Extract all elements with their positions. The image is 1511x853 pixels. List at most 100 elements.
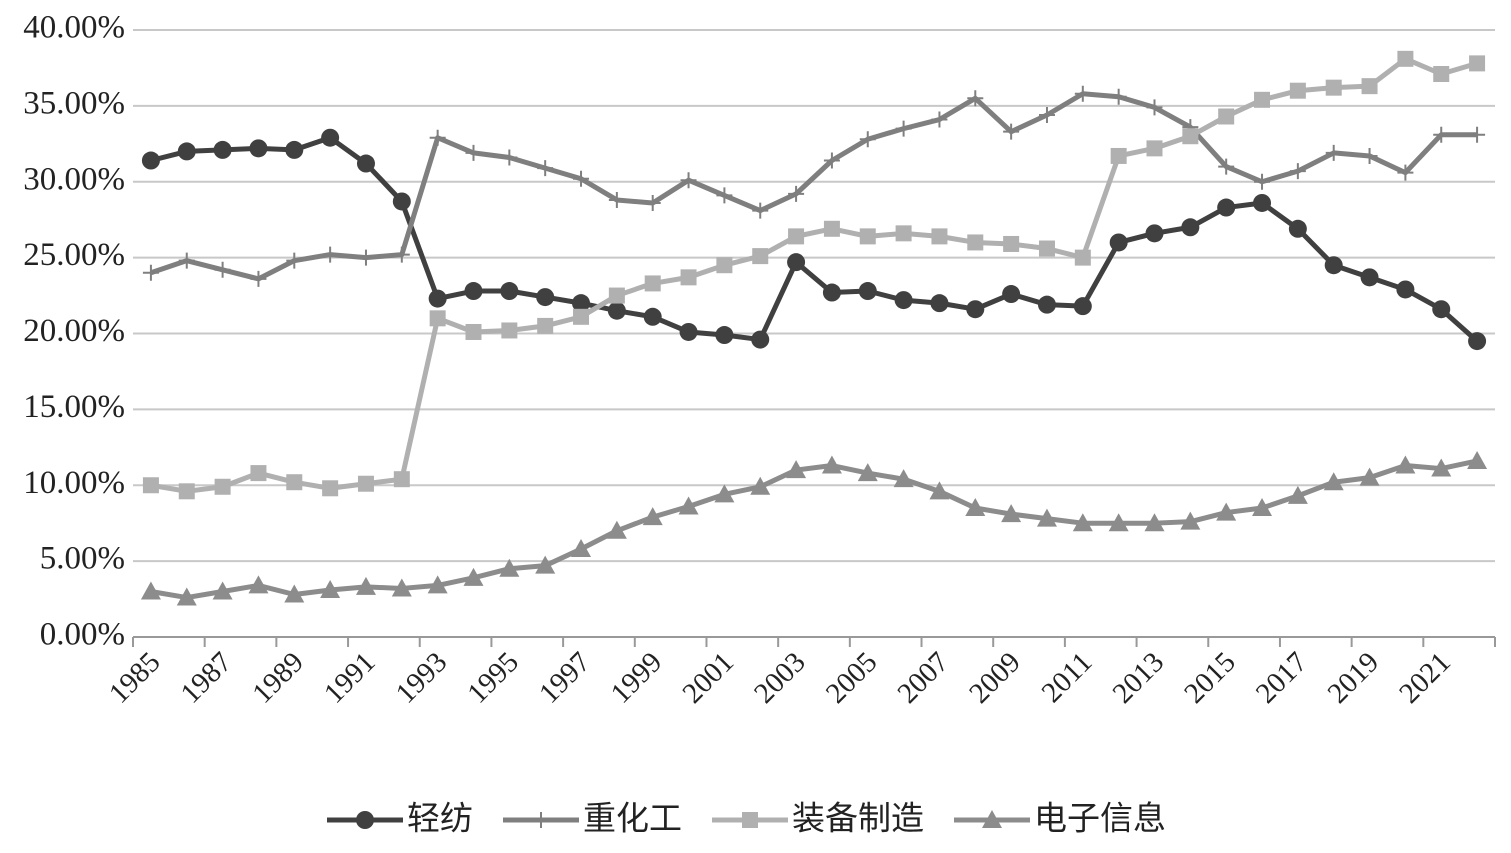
data-point: [1182, 128, 1199, 145]
y-tick-label: 20.00%: [23, 313, 125, 349]
data-point: [966, 300, 985, 319]
x-tick-label: 2005: [820, 646, 884, 710]
data-point: [788, 228, 805, 245]
data-point: [1397, 50, 1414, 67]
data-point: [859, 131, 876, 148]
y-tick-label: 40.00%: [23, 10, 125, 46]
x-tick-label: 1999: [605, 646, 669, 710]
data-point: [1469, 55, 1486, 72]
data-point: [716, 187, 733, 204]
data-point: [894, 291, 913, 310]
data-point: [1109, 233, 1128, 252]
x-tick-label: 1987: [175, 646, 239, 710]
data-point: [679, 322, 698, 341]
data-point: [537, 317, 554, 334]
data-point: [857, 463, 878, 482]
data-point: [1144, 513, 1165, 532]
data-point: [750, 476, 771, 495]
data-point: [929, 481, 950, 500]
data-point: [1036, 508, 1057, 527]
data-point: [1003, 235, 1020, 252]
data-point: [178, 252, 195, 269]
series-line: [150, 135, 1479, 343]
data-point: [1002, 285, 1021, 304]
data-point: [1433, 66, 1450, 83]
data-point: [1037, 295, 1056, 314]
data-point: [248, 575, 269, 594]
x-tick-label: 2003: [748, 646, 812, 710]
data-point: [716, 257, 733, 274]
data-point: [715, 326, 734, 345]
data-point: [967, 234, 984, 251]
data-point: [572, 294, 591, 313]
data-point: [1323, 472, 1344, 491]
data-point: [931, 111, 948, 128]
data-point: [465, 144, 482, 161]
data-point: [1360, 268, 1379, 287]
x-tick-label: 2021: [1393, 646, 1457, 710]
x-tick-label: 1993: [390, 646, 454, 710]
data-point: [1289, 163, 1306, 180]
data-point: [1072, 513, 1093, 532]
legend-marker: [533, 812, 549, 828]
data-point: [356, 154, 375, 173]
x-tick-label: 2015: [1178, 646, 1242, 710]
data-point: [680, 269, 697, 286]
data-point: [1252, 498, 1273, 517]
x-tick-label: 1995: [461, 646, 525, 710]
data-point: [177, 142, 196, 161]
data-point: [250, 270, 267, 287]
data-point: [391, 578, 412, 597]
data-point: [501, 149, 518, 166]
data-point: [322, 480, 339, 497]
x-tick-label: 2017: [1250, 646, 1314, 710]
data-point: [321, 128, 340, 147]
data-point: [286, 252, 303, 269]
data-point: [751, 330, 770, 349]
data-point: [465, 323, 482, 340]
data-point: [1361, 147, 1378, 164]
data-point: [213, 140, 232, 159]
x-tick-label: 1991: [318, 646, 382, 710]
data-point: [463, 567, 484, 586]
data-point: [1287, 485, 1308, 504]
data-point: [752, 248, 769, 265]
legend-marker: [742, 812, 758, 828]
data-point: [607, 301, 626, 320]
data-point: [1218, 108, 1235, 125]
data-point: [1324, 256, 1343, 275]
data-point: [1253, 193, 1272, 212]
data-point: [428, 289, 447, 308]
data-point: [821, 455, 842, 474]
data-point: [1361, 78, 1378, 95]
data-point: [606, 520, 627, 539]
data-point: [393, 471, 410, 488]
data-point: [1145, 224, 1164, 243]
x-tick-label: 2007: [891, 646, 955, 710]
data-point: [823, 220, 840, 237]
data-point: [320, 579, 341, 598]
series-line: [150, 458, 1478, 601]
data-point: [1469, 126, 1486, 143]
data-point: [355, 576, 376, 595]
data-point: [249, 139, 268, 158]
data-point: [571, 538, 592, 557]
data-point: [680, 172, 697, 189]
data-point: [1146, 99, 1163, 116]
y-tick-label: 10.00%: [23, 465, 125, 501]
y-tick-label: 0.00%: [40, 617, 125, 653]
data-point: [142, 264, 159, 281]
legend-label: 轻纺: [407, 799, 473, 838]
data-point: [859, 228, 876, 245]
x-tick-label: 1989: [246, 646, 310, 710]
data-point: [1110, 147, 1127, 164]
data-point: [1325, 144, 1342, 161]
data-point: [1181, 218, 1200, 237]
data-point: [322, 246, 339, 263]
data-point: [1431, 458, 1452, 477]
data-point: [1288, 219, 1307, 238]
x-tick-label: 1997: [533, 646, 597, 710]
data-point: [393, 246, 410, 263]
data-point: [822, 283, 841, 302]
data-point: [1432, 300, 1451, 319]
